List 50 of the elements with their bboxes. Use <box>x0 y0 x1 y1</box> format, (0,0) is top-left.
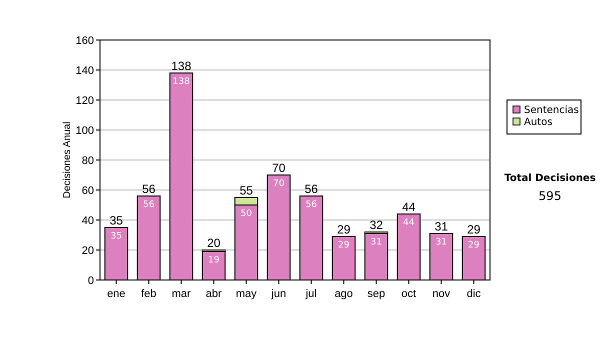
x-tick-label: jun <box>270 288 286 300</box>
y-tick-label: 100 <box>76 125 94 137</box>
y-tick-label: 20 <box>82 245 94 257</box>
x-tick-label: jul <box>304 288 317 300</box>
data-label: 29 <box>468 240 480 250</box>
total-label: 20 <box>207 236 221 250</box>
data-label: 70 <box>273 179 285 189</box>
total-label: 56 <box>142 182 156 196</box>
data-label: 35 <box>110 232 122 242</box>
x-tick-label: dic <box>466 288 482 300</box>
x-tick-label: abr <box>206 288 222 300</box>
text: Total Decisiones <box>504 173 596 184</box>
total-label: 35 <box>110 214 124 228</box>
y-tick-label: 140 <box>76 65 94 77</box>
y-tick-label: 160 <box>76 35 94 47</box>
x-tick-label: feb <box>141 288 156 300</box>
total-label: 55 <box>240 184 254 198</box>
data-label: 19 <box>208 256 220 266</box>
data-label: 56 <box>306 200 318 210</box>
data-label: 44 <box>403 218 415 228</box>
x-tick-label: sep <box>367 288 386 300</box>
data-label: 138 <box>172 77 190 87</box>
total-label: 138 <box>171 59 192 73</box>
y-tick-label: 40 <box>82 215 94 227</box>
total-label: 56 <box>304 182 318 196</box>
x-tick-label: ene <box>107 288 126 300</box>
total-label: 29 <box>337 222 351 236</box>
y-tick-label: 80 <box>82 155 94 167</box>
x-tick-label: ago <box>334 288 353 300</box>
data-label: 31 <box>370 238 382 248</box>
legend-label: Autos <box>524 117 552 128</box>
y-tick-label: 60 <box>82 185 94 197</box>
x-tick-label: mar <box>172 288 192 300</box>
total-label: 70 <box>272 161 286 175</box>
y-tick-label: 0 <box>88 275 94 287</box>
legend-label: Sentencias <box>524 105 579 116</box>
text: 595 <box>538 189 562 203</box>
total-label: 44 <box>402 200 416 214</box>
y-axis-title: Decisiones Anual <box>62 122 73 198</box>
data-label: 29 <box>338 240 350 250</box>
total-label: 29 <box>467 222 481 236</box>
y-tick-label: 120 <box>76 95 94 107</box>
x-tick-label: nov <box>432 288 451 300</box>
data-label: 56 <box>143 200 155 210</box>
data-label: 31 <box>436 238 447 248</box>
data-label: 50 <box>240 209 252 219</box>
total-label: 32 <box>370 218 384 232</box>
x-tick-label: may <box>236 288 258 300</box>
x-tick-label: oct <box>401 288 416 300</box>
total-label: 31 <box>434 220 448 234</box>
